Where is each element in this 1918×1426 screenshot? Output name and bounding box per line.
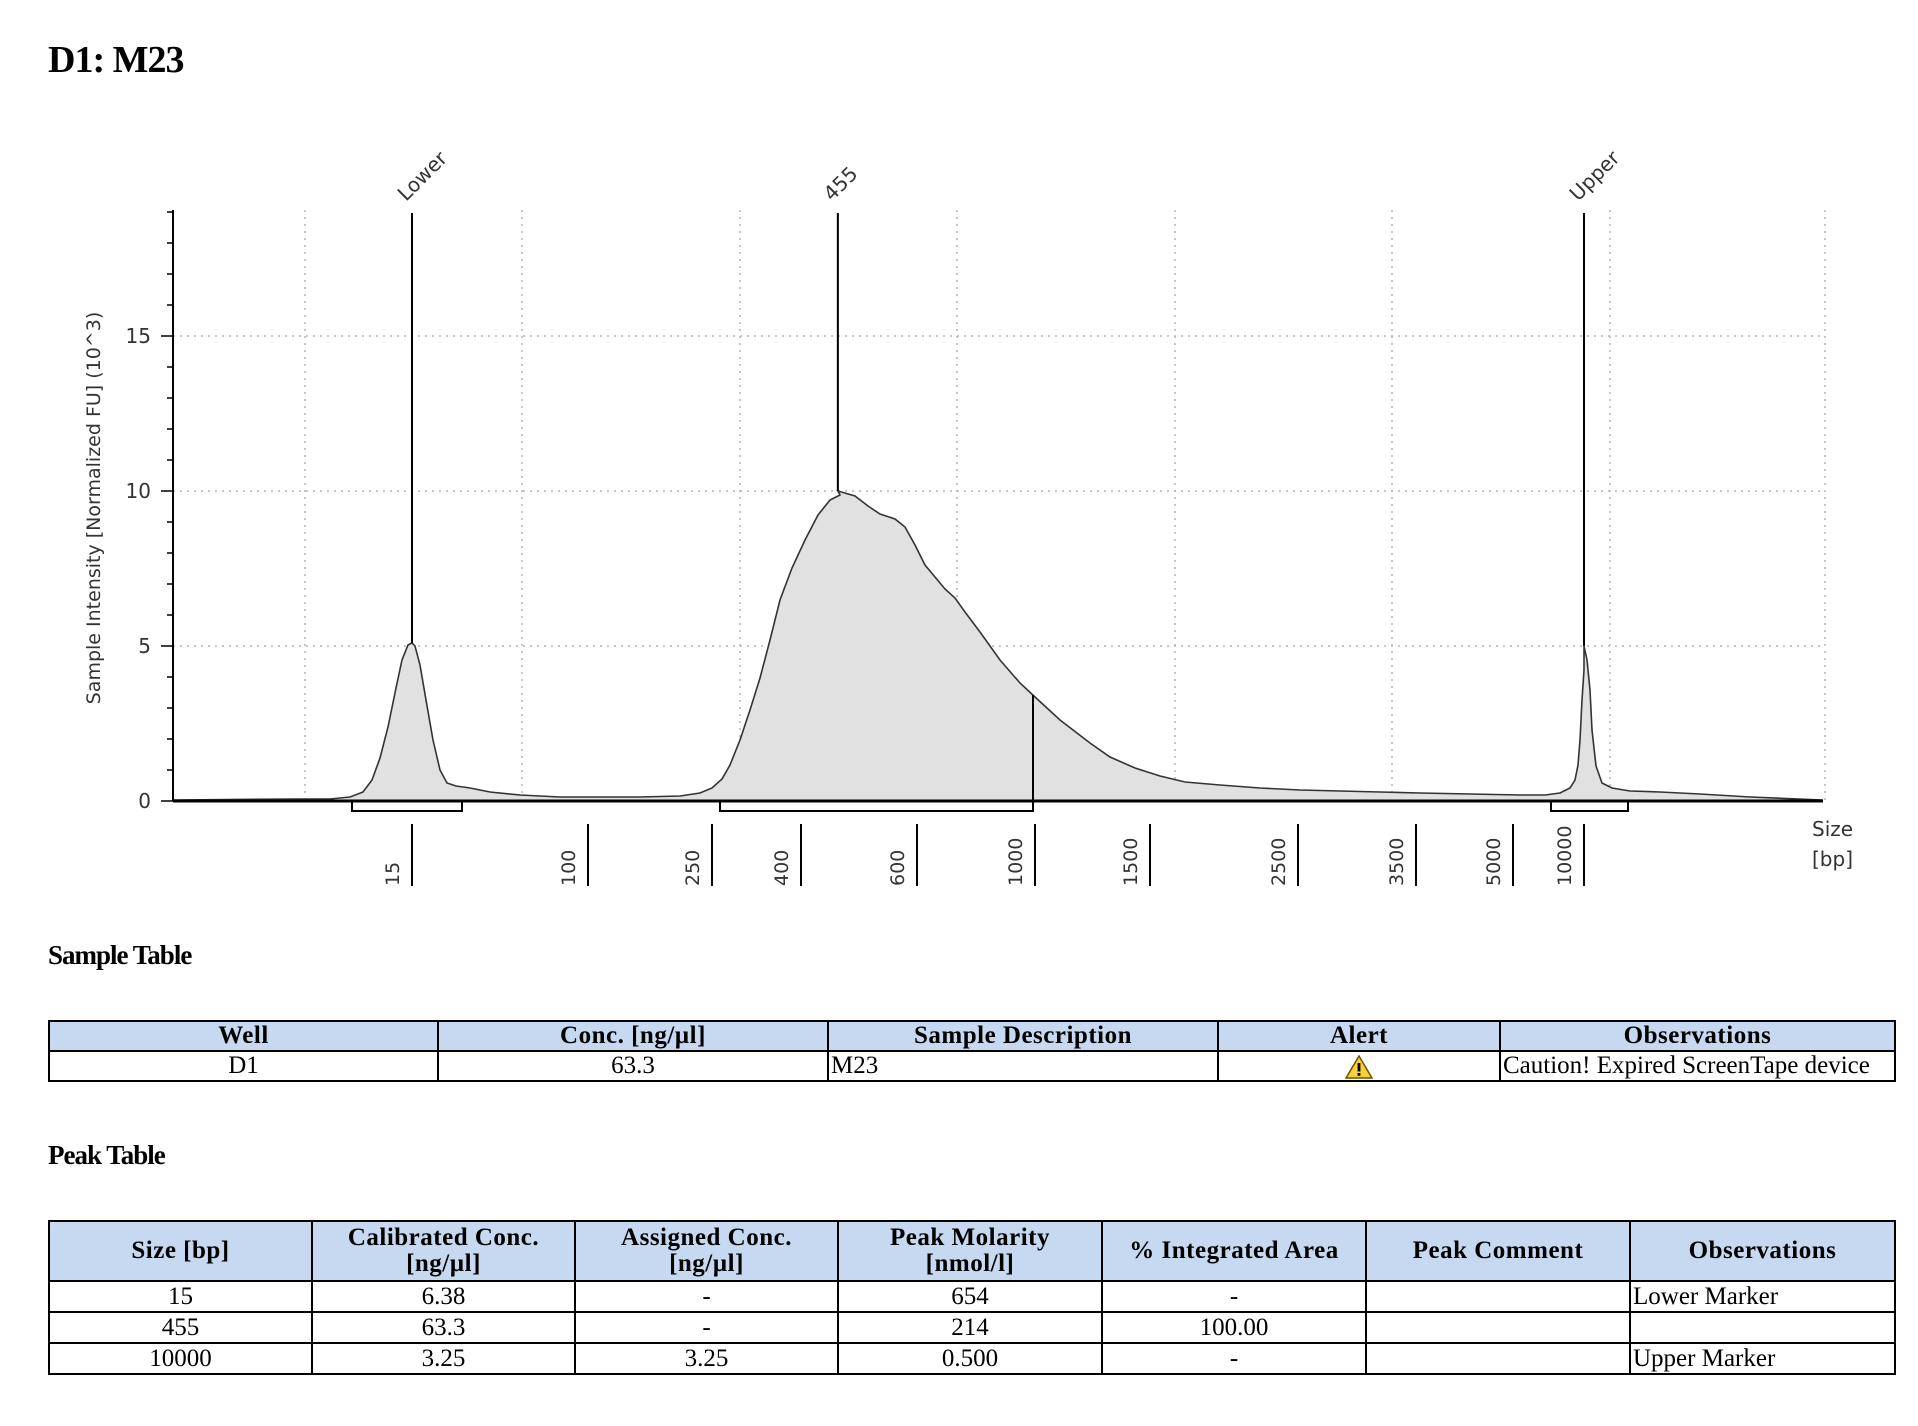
y-ticks: 0 5 10 15 xyxy=(126,211,173,813)
table-row: 15 6.38 - 654 - Lower Marker xyxy=(48,1280,1896,1313)
cell-calibrated-conc: 63.3 xyxy=(311,1311,576,1344)
y-tick-label: 10 xyxy=(126,479,151,503)
peak-table-title: Peak Table xyxy=(48,1140,166,1170)
chart-grid xyxy=(173,210,1826,801)
page-title: D1: M23 xyxy=(48,39,184,81)
peak-label: Lower xyxy=(393,146,453,206)
cell-size: 455 xyxy=(48,1311,313,1344)
cell-description: M23 xyxy=(827,1050,1219,1082)
x-axis-label-line2: [bp] xyxy=(1812,847,1853,871)
peak-bracket xyxy=(1550,801,1629,812)
cell-alert xyxy=(1217,1050,1501,1082)
header-conc: Conc. [ng/µl] xyxy=(437,1020,829,1052)
x-tick-label: 600 xyxy=(887,850,909,886)
chart-axes xyxy=(172,210,1823,803)
cell-assigned-conc: 3.25 xyxy=(574,1342,839,1375)
header-peak-molarity: Peak Molarity [nmol/l] xyxy=(837,1220,1103,1282)
cell-peak-molarity: 214 xyxy=(837,1311,1103,1344)
header-well: Well xyxy=(48,1020,439,1052)
sample-table-title: Sample Table xyxy=(48,940,192,970)
x-tick-label: 400 xyxy=(771,850,793,886)
peak-table-header: Size [bp] Calibrated Conc. [ng/µl] Assign… xyxy=(48,1220,1896,1282)
x-ticks: 15 100 250 400 600 1000 1500 2500 3500 5000 10000 xyxy=(382,824,1585,886)
x-tick-label: 5000 xyxy=(1483,838,1505,886)
header-observations: Observations xyxy=(1629,1220,1896,1282)
warning-triangle-icon xyxy=(1345,1055,1373,1080)
header-peak-comment: Peak Comment xyxy=(1365,1220,1631,1282)
peak-label: Upper xyxy=(1565,145,1625,205)
cell-observations: Lower Marker xyxy=(1629,1280,1896,1313)
x-tick-label: 1000 xyxy=(1005,838,1027,886)
cell-peak-comment xyxy=(1365,1280,1631,1313)
peak-table: Size [bp] Calibrated Conc. [ng/µl] Assign… xyxy=(48,1220,1896,1375)
y-axis-label: Sample Intensity [Normalized FU] (10^3) xyxy=(83,312,105,705)
cell-integrated-area: - xyxy=(1101,1342,1367,1375)
y-tick-label: 15 xyxy=(126,324,151,348)
cell-calibrated-conc: 6.38 xyxy=(311,1280,576,1313)
y-tick-label: 0 xyxy=(138,789,151,813)
cell-assigned-conc: - xyxy=(574,1280,839,1313)
cell-calibrated-conc: 3.25 xyxy=(311,1342,576,1375)
table-row: D1 63.3 M23 Caution! Expired ScreenTape … xyxy=(48,1050,1896,1082)
cell-observations: Upper Marker xyxy=(1629,1342,1896,1375)
sample-table-header: Well Conc. [ng/µl] Sample Description Al… xyxy=(48,1020,1896,1052)
cell-assigned-conc: - xyxy=(574,1311,839,1344)
cell-integrated-area: 100.00 xyxy=(1101,1311,1367,1344)
header-integrated-area: % Integrated Area xyxy=(1101,1220,1367,1282)
cell-integrated-area: - xyxy=(1101,1280,1367,1313)
cell-conc: 63.3 xyxy=(437,1050,829,1082)
table-row: 455 63.3 - 214 100.00 xyxy=(48,1311,1896,1344)
cell-peak-comment xyxy=(1365,1342,1631,1375)
table-row: 10000 3.25 3.25 0.500 - Upper Marker xyxy=(48,1342,1896,1375)
peak-label: 455 xyxy=(818,162,862,206)
cell-size: 10000 xyxy=(48,1342,313,1375)
sample-table: Well Conc. [ng/µl] Sample Description Al… xyxy=(48,1020,1896,1082)
y-tick-label: 5 xyxy=(138,634,151,658)
peak-bracket xyxy=(719,801,1034,812)
cell-peak-comment xyxy=(1365,1311,1631,1344)
x-tick-label: 250 xyxy=(682,850,704,886)
x-axis-label-line1: Size xyxy=(1812,817,1853,841)
electropherogram-chart: 0 5 10 15 15 100 250 400 600 1000 1500 2500 3500 500… xyxy=(83,145,1853,886)
peak-boundaries xyxy=(351,695,1629,812)
header-alert: Alert xyxy=(1217,1020,1501,1052)
cell-size: 15 xyxy=(48,1280,313,1313)
trace-area xyxy=(173,491,1823,801)
cell-well: D1 xyxy=(48,1050,439,1082)
header-assigned-conc: Assigned Conc. [ng/µl] xyxy=(574,1220,839,1282)
trace-line xyxy=(172,489,1824,801)
header-calibrated-conc: Calibrated Conc. [ng/µl] xyxy=(311,1220,576,1282)
peak-bracket xyxy=(351,801,463,812)
x-tick-label: 1500 xyxy=(1120,838,1142,886)
x-tick-label: 3500 xyxy=(1386,838,1408,886)
header-size: Size [bp] xyxy=(48,1220,313,1282)
peak-marker-lines: Lower 455 Upper xyxy=(393,145,1625,646)
x-tick-label: 10000 xyxy=(1554,826,1576,886)
cell-observations: Caution! Expired ScreenTape device xyxy=(1499,1050,1896,1082)
cell-observations xyxy=(1629,1311,1896,1344)
header-description: Sample Description xyxy=(827,1020,1219,1052)
cell-peak-molarity: 0.500 xyxy=(837,1342,1103,1375)
x-tick-label: 15 xyxy=(382,862,404,886)
cell-peak-molarity: 654 xyxy=(837,1280,1103,1313)
header-observations: Observations xyxy=(1499,1020,1896,1052)
x-tick-label: 100 xyxy=(558,850,580,886)
x-tick-label: 2500 xyxy=(1268,838,1290,886)
